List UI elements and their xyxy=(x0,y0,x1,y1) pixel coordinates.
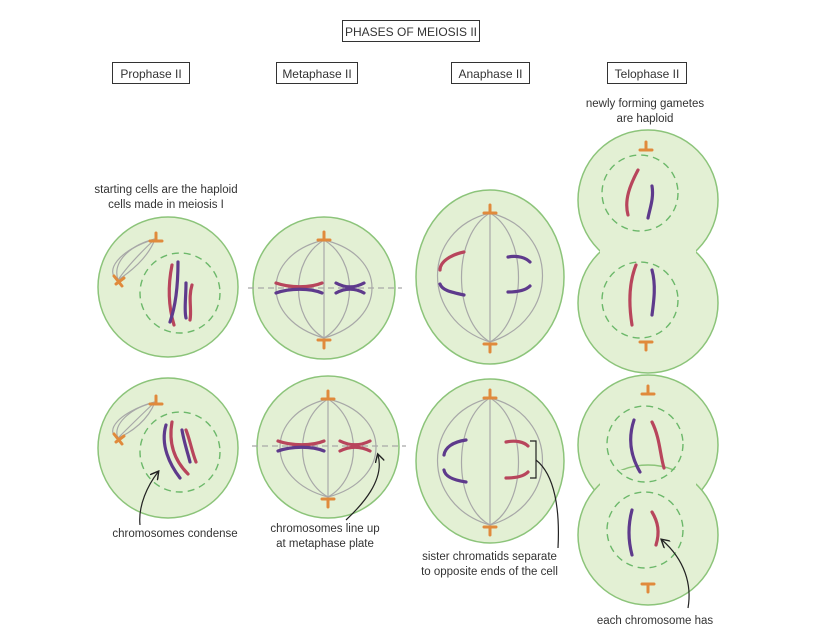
annotation-metaphase-bottom: chromosomes line up at metaphase plate xyxy=(250,522,400,552)
chromosome xyxy=(183,281,188,320)
cell-telophase-bottom xyxy=(577,374,719,606)
chromosome xyxy=(169,420,190,476)
centrosome xyxy=(320,497,336,509)
chromosome xyxy=(650,268,656,317)
annotation-line: chromosomes condense xyxy=(112,528,238,540)
centrosome xyxy=(148,394,164,406)
chromosome xyxy=(506,284,532,294)
diagram-title: PHASES OF MEIOSIS II xyxy=(342,20,480,42)
chromosome xyxy=(646,184,655,220)
chromosome xyxy=(276,439,326,447)
chromosome xyxy=(627,508,634,557)
annotation-prophase-bottom: chromosomes condense xyxy=(95,527,255,542)
chromosome xyxy=(334,287,366,295)
centrosome xyxy=(112,432,126,446)
chromosome xyxy=(650,420,666,470)
annotation-line: sister chromatids separate xyxy=(422,551,557,563)
cell-telophase-top xyxy=(577,129,719,374)
chromosome xyxy=(442,438,468,457)
chromosome xyxy=(650,510,660,547)
centrosome xyxy=(640,384,656,396)
centrosome xyxy=(482,388,498,400)
arrow-prophase xyxy=(139,472,158,526)
chromosome xyxy=(180,428,192,464)
chromosome xyxy=(504,439,530,448)
nuclear-envelope xyxy=(601,154,679,232)
annotation-line: each chromosome has xyxy=(596,615,714,627)
annotation-anaphase-bottom: sister chromatids separate to opposite e… xyxy=(402,550,577,580)
annotation-line: at metaphase plate xyxy=(276,538,374,550)
phase-label-telophase: Telophase II xyxy=(607,62,687,84)
annotation-telophase-bottom: each chromosome has xyxy=(580,614,730,629)
chromosome xyxy=(625,168,640,217)
chromosome xyxy=(438,250,466,272)
spindle-anaphase-top xyxy=(436,212,544,343)
phase-label-prophase: Prophase II xyxy=(112,62,190,84)
nuclear-envelope xyxy=(139,411,221,493)
bracket-anaphase xyxy=(530,440,537,479)
centrosome xyxy=(320,389,336,401)
centrosome xyxy=(640,582,656,594)
chromosome xyxy=(438,282,466,297)
annotation-line: are haploid xyxy=(616,113,674,125)
annotation-line: cells made in meiosis I xyxy=(108,199,224,211)
annotation-prophase-top: starting cells are the haploid cells mad… xyxy=(76,183,256,213)
centrosome xyxy=(148,231,164,243)
chromosome xyxy=(168,260,180,324)
nuclear-envelope xyxy=(601,261,679,339)
chromosome xyxy=(338,445,372,453)
chromosome xyxy=(167,263,176,327)
annotation-line: newly forming gametes xyxy=(585,98,705,110)
centrosome xyxy=(638,140,654,152)
annotation-line: starting cells are the haploid xyxy=(94,184,238,196)
chromosome xyxy=(274,281,324,289)
centrosome xyxy=(112,274,126,288)
phase-label-anaphase: Anaphase II xyxy=(451,62,530,84)
arrow-metaphase xyxy=(345,455,379,521)
chromosome xyxy=(504,470,530,480)
chromosome xyxy=(274,287,324,295)
centrosome xyxy=(638,340,654,352)
chromosome xyxy=(629,418,642,474)
chromosome xyxy=(184,428,198,464)
chromosome xyxy=(442,468,468,484)
annotation-line: chromosomes line up xyxy=(270,523,380,535)
chromosome xyxy=(188,283,194,322)
arrow-telophase xyxy=(662,540,690,609)
centrosome xyxy=(316,338,332,350)
cell-prophase-bottom xyxy=(97,377,239,519)
annotation-telophase-top: newly forming gametes are haploid xyxy=(570,97,720,127)
line-anaphase xyxy=(535,459,559,549)
chromosome xyxy=(162,423,182,480)
centrosome xyxy=(482,525,498,537)
chromosome xyxy=(628,263,638,327)
centrosome xyxy=(316,230,332,242)
chromosome xyxy=(338,439,372,447)
chromosome xyxy=(276,445,326,453)
chromosome xyxy=(506,254,532,264)
centrosome xyxy=(482,342,498,354)
nuclear-envelope xyxy=(606,405,684,483)
centrosome xyxy=(482,203,498,215)
nuclear-envelope xyxy=(606,491,684,569)
spindle-anaphase-bottom xyxy=(436,397,544,526)
annotation-line: to opposite ends of the cell xyxy=(421,566,558,578)
phase-label-metaphase: Metaphase II xyxy=(276,62,358,84)
chromosome xyxy=(334,281,366,289)
nuclear-envelope xyxy=(139,252,221,334)
